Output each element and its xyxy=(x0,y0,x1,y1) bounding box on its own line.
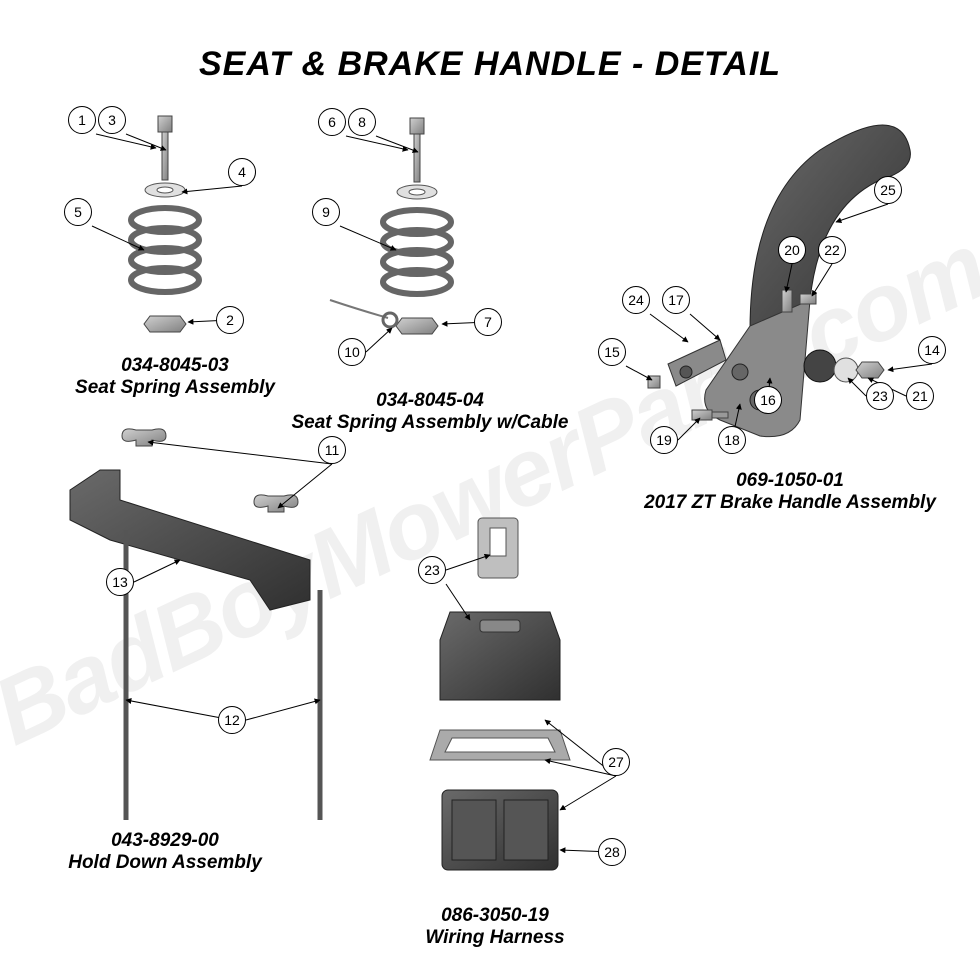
callout-10: 10 xyxy=(338,338,366,366)
callout-14: 14 xyxy=(918,336,946,364)
hold-down-assembly xyxy=(70,429,320,820)
callout-17: 17 xyxy=(662,286,690,314)
callout-7: 7 xyxy=(474,308,502,336)
part-desc: Wiring Harness xyxy=(395,927,595,949)
callout-20: 20 xyxy=(778,236,806,264)
part-number: 034-8045-04 xyxy=(290,390,570,412)
callout-19: 19 xyxy=(650,426,678,454)
callout-21: 21 xyxy=(906,382,934,410)
callout-2: 2 xyxy=(216,306,244,334)
seat-spring-2 xyxy=(330,118,451,334)
callout-22: 22 xyxy=(818,236,846,264)
callout-23: 23 xyxy=(418,556,446,584)
part-number: 086-3050-19 xyxy=(395,905,595,927)
label-hold-down: 043-8929-00 Hold Down Assembly xyxy=(55,830,275,874)
callout-8: 8 xyxy=(348,108,376,136)
callout-9: 9 xyxy=(312,198,340,226)
callout-1: 1 xyxy=(68,106,96,134)
label-seat-spring: 034-8045-03 Seat Spring Assembly xyxy=(60,355,290,399)
callout-5: 5 xyxy=(64,198,92,226)
callout-12: 12 xyxy=(218,706,246,734)
part-desc: Seat Spring Assembly w/Cable xyxy=(290,412,570,434)
callout-23: 23 xyxy=(866,382,894,410)
part-desc: 2017 ZT Brake Handle Assembly xyxy=(640,492,940,514)
callout-3: 3 xyxy=(98,106,126,134)
label-wiring-harness: 086-3050-19 Wiring Harness xyxy=(395,905,595,949)
callout-18: 18 xyxy=(718,426,746,454)
callout-24: 24 xyxy=(622,286,650,314)
label-seat-spring-cable: 034-8045-04 Seat Spring Assembly w/Cable xyxy=(290,390,570,434)
part-number: 034-8045-03 xyxy=(60,355,290,377)
part-desc: Seat Spring Assembly xyxy=(60,377,290,399)
callout-4: 4 xyxy=(228,158,256,186)
part-desc: Hold Down Assembly xyxy=(55,852,275,874)
callout-13: 13 xyxy=(106,568,134,596)
part-number: 043-8929-00 xyxy=(55,830,275,852)
part-number: 069-1050-01 xyxy=(640,470,940,492)
callout-15: 15 xyxy=(598,338,626,366)
callout-6: 6 xyxy=(318,108,346,136)
callout-25: 25 xyxy=(874,176,902,204)
callout-27: 27 xyxy=(602,748,630,776)
seat-spring-1 xyxy=(131,116,199,332)
diagram-title: SEAT & BRAKE HANDLE - DETAIL xyxy=(0,45,980,84)
label-brake-handle: 069-1050-01 2017 ZT Brake Handle Assembl… xyxy=(640,470,940,514)
wiring-harness xyxy=(430,518,570,870)
callout-16: 16 xyxy=(754,386,782,414)
callout-28: 28 xyxy=(598,838,626,866)
callout-11: 11 xyxy=(318,436,346,464)
